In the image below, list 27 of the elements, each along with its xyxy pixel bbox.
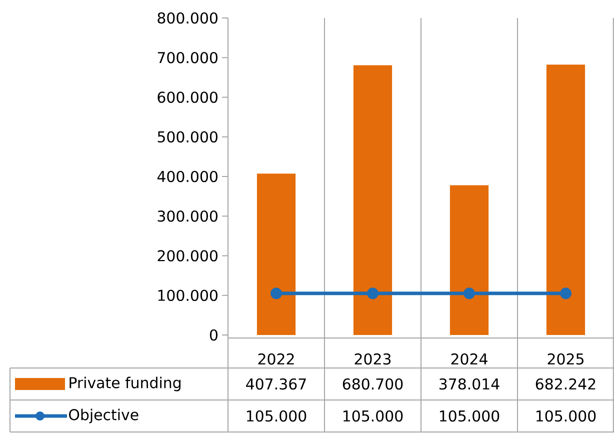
y-tick-label: 0: [210, 329, 218, 341]
y-tick-label: 400.000: [157, 170, 218, 182]
y-tick-label: 300.000: [158, 210, 218, 222]
data-label: 682.242: [536, 378, 596, 390]
x-tick-label: 2023: [354, 353, 391, 365]
x-tick-label: 2024: [451, 353, 488, 365]
bar: [546, 64, 586, 335]
bar: [256, 174, 296, 335]
y-tick-label: 600.000: [158, 92, 218, 103]
data-label: 105.000: [440, 410, 500, 422]
x-tick-label: 2025: [548, 353, 584, 365]
y-tick-label: 200.000: [158, 250, 218, 262]
bar: [353, 65, 392, 335]
bar: [450, 185, 489, 335]
data-label: 105.000: [246, 410, 306, 422]
y-tick-label: 500.000: [158, 131, 218, 143]
data-label: 378.014: [439, 378, 500, 390]
y-tick-label: 800.000: [158, 12, 218, 24]
data-label: 105.000: [343, 410, 403, 422]
y-tick-label: 100.000: [158, 290, 218, 302]
y-tick-label: 700.000: [158, 52, 218, 64]
legend-label: Private funding: [70, 376, 180, 392]
data-label: 680.700: [342, 378, 403, 390]
data-label: 407.367: [246, 378, 306, 390]
x-tick-label: 2022: [258, 353, 294, 365]
data-label: 105.000: [536, 410, 596, 422]
legend-label: Objective: [69, 408, 138, 424]
